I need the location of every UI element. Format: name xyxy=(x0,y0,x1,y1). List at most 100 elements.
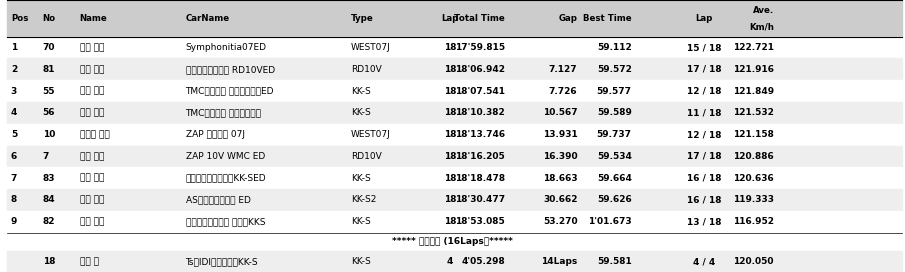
Text: 18'07.541: 18'07.541 xyxy=(455,86,505,96)
Text: 121.849: 121.849 xyxy=(733,86,774,96)
Text: 18: 18 xyxy=(443,152,456,161)
Text: 11 / 18: 11 / 18 xyxy=(687,108,721,118)
Text: 18'13.746: 18'13.746 xyxy=(455,130,505,139)
Text: 1'01.673: 1'01.673 xyxy=(588,217,632,226)
Text: 7.127: 7.127 xyxy=(548,65,577,74)
Text: 81: 81 xyxy=(43,65,55,74)
Text: 18'30.477: 18'30.477 xyxy=(455,195,505,205)
Text: KK-S: KK-S xyxy=(351,217,371,226)
Text: TMCウインズ エポレックス: TMCウインズ エポレックス xyxy=(186,108,262,118)
Text: ASアートウインズ ED: ASアートウインズ ED xyxy=(186,195,251,205)
Text: 121.532: 121.532 xyxy=(733,108,774,118)
Text: 4: 4 xyxy=(446,257,453,267)
Text: 121.158: 121.158 xyxy=(733,130,774,139)
Text: 宇都宮 辰徳: 宇都宮 辰徳 xyxy=(80,130,110,139)
Text: ZAP エクシズ 07J: ZAP エクシズ 07J xyxy=(186,130,244,139)
Text: 4 / 4: 4 / 4 xyxy=(693,257,715,267)
Text: 120.886: 120.886 xyxy=(733,152,774,161)
Text: 13 / 18: 13 / 18 xyxy=(687,217,721,226)
Text: 18.663: 18.663 xyxy=(543,174,577,183)
Text: 122.721: 122.721 xyxy=(733,43,774,52)
Text: 12 / 18: 12 / 18 xyxy=(687,86,721,96)
Text: 59.664: 59.664 xyxy=(596,174,632,183)
Text: 13.931: 13.931 xyxy=(543,130,577,139)
Bar xyxy=(7,80,902,102)
Text: KK-S: KK-S xyxy=(351,86,371,96)
Text: 7: 7 xyxy=(43,152,49,161)
Text: WEST07J: WEST07J xyxy=(351,130,391,139)
Text: 17 / 18: 17 / 18 xyxy=(687,65,721,74)
Bar xyxy=(7,0,902,37)
Text: Symphonitia07ED: Symphonitia07ED xyxy=(186,43,267,52)
Text: 83: 83 xyxy=(43,174,55,183)
Text: 59.589: 59.589 xyxy=(596,108,632,118)
Text: 長塚 広樹: 長塚 広樹 xyxy=(80,217,104,226)
Text: 7: 7 xyxy=(11,174,17,183)
Text: 18: 18 xyxy=(443,174,456,183)
Text: 16.390: 16.390 xyxy=(543,152,577,161)
Text: 1: 1 xyxy=(11,43,17,52)
Text: 18: 18 xyxy=(443,130,456,139)
Text: 18'53.085: 18'53.085 xyxy=(455,217,505,226)
Bar xyxy=(7,167,902,189)
Text: KK-S: KK-S xyxy=(351,108,371,118)
Text: 18: 18 xyxy=(443,86,456,96)
Text: 2: 2 xyxy=(11,65,17,74)
Bar xyxy=(7,146,902,167)
Bar xyxy=(7,211,902,233)
Text: 8: 8 xyxy=(11,195,17,205)
Text: 56: 56 xyxy=(43,108,55,118)
Text: Best Time: Best Time xyxy=(583,14,632,23)
Text: 18: 18 xyxy=(43,257,55,267)
Text: スーパーウインズ ミストKKS: スーパーウインズ ミストKKS xyxy=(186,217,265,226)
Text: 18: 18 xyxy=(443,108,456,118)
Text: 10: 10 xyxy=(43,130,55,139)
Text: 119.333: 119.333 xyxy=(733,195,774,205)
Text: ウインズ北野エースKK-SED: ウインズ北野エースKK-SED xyxy=(186,174,266,183)
Text: 7.726: 7.726 xyxy=(548,86,577,96)
Text: 4'05.298: 4'05.298 xyxy=(462,257,505,267)
Text: 4: 4 xyxy=(11,108,17,118)
Text: 30.662: 30.662 xyxy=(543,195,577,205)
Text: RD10V: RD10V xyxy=(351,152,382,161)
Text: 15 / 18: 15 / 18 xyxy=(687,43,721,52)
Text: ***** 以上完走 (16Laps）*****: ***** 以上完走 (16Laps）***** xyxy=(392,237,513,246)
Text: ZAP 10V WMC ED: ZAP 10V WMC ED xyxy=(186,152,265,161)
Text: 吉田 照已: 吉田 照已 xyxy=(80,65,104,74)
Text: 120.636: 120.636 xyxy=(733,174,774,183)
Text: Name: Name xyxy=(80,14,108,23)
Text: 18: 18 xyxy=(443,217,456,226)
Text: 59.626: 59.626 xyxy=(597,195,632,205)
Text: Pos: Pos xyxy=(11,14,28,23)
Text: 栗原 知聖: 栗原 知聖 xyxy=(80,152,104,161)
Text: 森島 修一: 森島 修一 xyxy=(80,195,104,205)
Text: KK-S: KK-S xyxy=(351,257,371,267)
Text: Km/h: Km/h xyxy=(749,22,774,31)
Text: 17'59.815: 17'59.815 xyxy=(455,43,505,52)
Text: Ave.: Ave. xyxy=(753,6,774,15)
Bar xyxy=(7,233,902,251)
Text: Gap: Gap xyxy=(558,14,577,23)
Text: CarName: CarName xyxy=(186,14,230,23)
Text: 石澤 浩紀: 石澤 浩紀 xyxy=(80,86,104,96)
Text: Type: Type xyxy=(351,14,374,23)
Text: TMCウインズ エポレックスED: TMCウインズ エポレックスED xyxy=(186,86,274,96)
Text: Ts・IDI・ゲリンスKK-S: Ts・IDI・ゲリンスKK-S xyxy=(186,257,258,267)
Text: 82: 82 xyxy=(43,217,55,226)
Text: 59.572: 59.572 xyxy=(596,65,632,74)
Bar xyxy=(7,251,902,272)
Text: 16 / 18: 16 / 18 xyxy=(687,195,721,205)
Text: 12 / 18: 12 / 18 xyxy=(687,130,721,139)
Text: 仁木 圭之: 仁木 圭之 xyxy=(80,43,104,52)
Text: 黒岩 巧: 黒岩 巧 xyxy=(80,257,99,267)
Text: 18'16.205: 18'16.205 xyxy=(455,152,505,161)
Text: 121.916: 121.916 xyxy=(733,65,774,74)
Text: 120.050: 120.050 xyxy=(733,257,774,267)
Text: No: No xyxy=(43,14,56,23)
Text: 70: 70 xyxy=(43,43,55,52)
Text: 116.952: 116.952 xyxy=(733,217,774,226)
Text: 17 / 18: 17 / 18 xyxy=(687,152,721,161)
Bar xyxy=(7,102,902,124)
Text: 10.567: 10.567 xyxy=(543,108,577,118)
Text: 6: 6 xyxy=(11,152,17,161)
